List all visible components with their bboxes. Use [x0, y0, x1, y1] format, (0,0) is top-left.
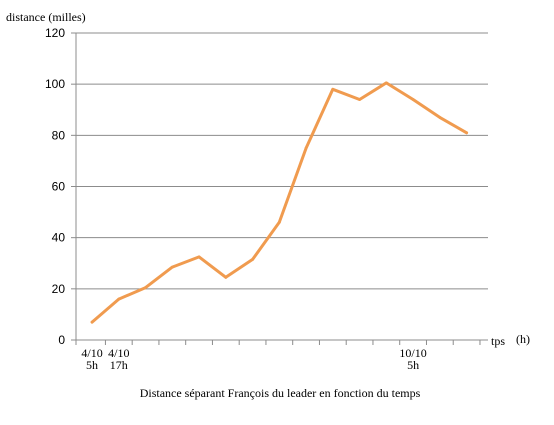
y-tick-label-20: 20 — [52, 282, 66, 296]
y-tick-label-80: 80 — [52, 128, 66, 142]
series-layer — [90, 81, 469, 324]
y-axis-label: distance (milles) — [6, 10, 86, 24]
axes — [71, 32, 488, 345]
data-point — [170, 265, 174, 269]
data-point — [331, 87, 335, 91]
gridlines — [76, 32, 488, 290]
data-point — [277, 220, 281, 224]
series-line-0 — [90, 81, 469, 324]
y-tick-label-120: 120 — [45, 26, 65, 40]
data-point — [117, 297, 121, 301]
chart-caption: Distance séparant François du leader en … — [140, 386, 421, 400]
data-point — [358, 98, 361, 101]
data-point — [411, 98, 415, 101]
y-tick-label-100: 100 — [45, 77, 65, 91]
data-point — [197, 255, 201, 259]
data-point — [251, 258, 254, 261]
x-tick-label-date: 10/10 — [399, 346, 426, 360]
y-tick-label-0: 0 — [58, 333, 65, 347]
data-point — [304, 146, 308, 150]
data-point — [465, 131, 468, 135]
y-tick-label-40: 40 — [52, 231, 66, 245]
data-point — [438, 116, 442, 119]
y-tick-label-60: 60 — [52, 180, 66, 194]
x-tick-label-date: 4/10 — [108, 346, 129, 360]
data-point — [90, 320, 94, 324]
x-axis-unit: (h) — [516, 332, 530, 346]
data-point — [384, 81, 388, 85]
x-tick-label-hour: 17h — [110, 358, 128, 372]
x-axis-label: tps — [491, 334, 505, 348]
x-tick-label-hour: 5h — [86, 358, 98, 372]
x-tick-label-date: 4/10 — [81, 346, 102, 360]
data-point — [144, 286, 147, 289]
data-point — [224, 275, 228, 279]
x-tick-label-hour: 5h — [407, 358, 419, 372]
